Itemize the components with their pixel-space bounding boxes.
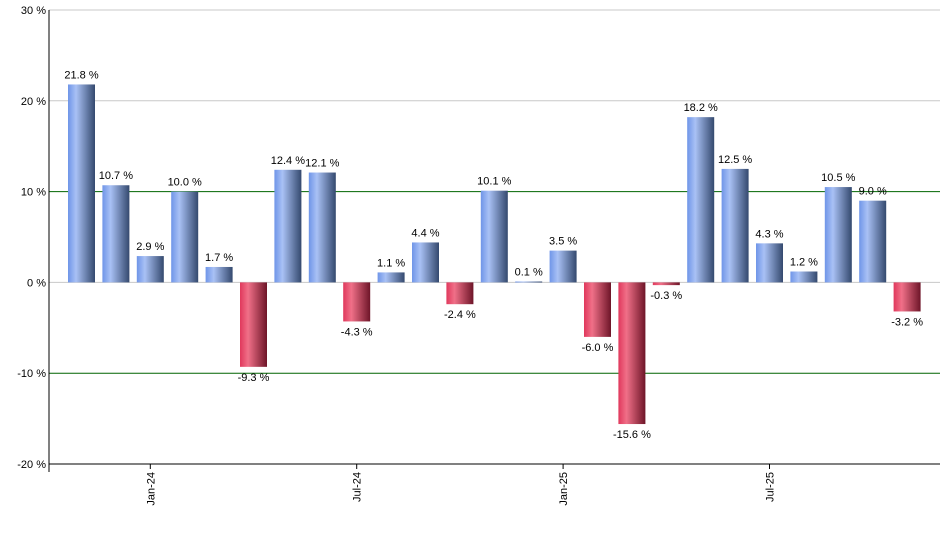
bar-Mar-25 (618, 282, 646, 425)
bar-May-24 (274, 169, 302, 283)
bar-Jan-25 (549, 250, 577, 283)
data-label: 12.1 % (305, 158, 339, 170)
bar-Jul-25 (756, 243, 783, 283)
bar-May-25 (687, 117, 715, 283)
x-tick-label: Jan-25 (558, 472, 570, 506)
data-label: 4.4 % (411, 227, 439, 239)
x-tick-label: Jul-25 (765, 472, 777, 502)
bar-Oct-25 (859, 200, 887, 283)
data-label: -4.3 % (341, 326, 373, 338)
data-label: 10.5 % (821, 172, 855, 184)
axes: 30 % 20 % 10 % 0 % -10 % -20 % Jan-24 Jul-24 Jan… (17, 5, 940, 506)
bar-Oct-24 (446, 282, 474, 305)
data-label: 1.2 % (790, 257, 818, 269)
data-label: 10.0 % (168, 177, 202, 189)
data-label: 9.0 % (859, 186, 887, 198)
data-label: -9.3 % (238, 372, 270, 384)
bar-Jul-24 (343, 282, 371, 322)
data-label: -15.6 % (613, 429, 651, 441)
bar-Dec-24 (515, 281, 543, 283)
data-label: -3.2 % (891, 316, 923, 328)
x-tick-label: Jan-24 (145, 472, 157, 506)
data-label: -2.4 % (444, 309, 476, 321)
bar-Aug-24 (377, 272, 405, 283)
data-label: 1.7 % (205, 252, 233, 264)
data-label: 2.9 % (136, 241, 164, 253)
y-tick-label: 30 % (21, 5, 46, 17)
y-tick-label: -10 % (17, 368, 46, 380)
bar-Feb-25 (584, 282, 611, 337)
bar-Dec-23 (102, 185, 130, 283)
bar-Nov-23 (68, 84, 95, 283)
data-label: 0.1 % (515, 266, 543, 278)
bar-Sep-25 (824, 187, 852, 283)
data-label: -0.3 % (650, 290, 682, 302)
bar-Jun-24 (308, 172, 336, 283)
data-labels: 21.8 % 10.7 % 2.9 % 10.0 % 1.7 % -9.3 % 12.4 %… (64, 69, 923, 441)
y-tick-label: 20 % (21, 96, 46, 108)
y-tick-label: 10 % (21, 187, 46, 199)
bars (68, 84, 921, 425)
data-label: 1.1 % (377, 257, 405, 269)
data-label: 10.7 % (99, 170, 133, 182)
bar-Jan-24 (136, 256, 164, 283)
data-label: 10.1 % (477, 176, 511, 188)
bar-Feb-24 (171, 191, 199, 283)
data-label: 3.5 % (549, 236, 577, 248)
data-label: 12.5 % (718, 154, 752, 166)
data-label: 4.3 % (755, 228, 783, 240)
data-label: 18.2 % (684, 102, 718, 114)
bar-Nov-24 (480, 190, 508, 283)
y-tick-label: 0 % (27, 277, 46, 289)
data-label: -6.0 % (582, 342, 614, 354)
bar-Mar-24 (205, 266, 233, 283)
data-label: 12.4 % (271, 155, 305, 167)
bar-Jun-25 (721, 168, 749, 283)
x-tick-label: Jul-24 (352, 472, 364, 502)
bar-Nov-25 (893, 282, 921, 312)
y-tick-label: -20 % (17, 459, 46, 471)
bar-Apr-24 (240, 282, 267, 367)
bar-Sep-24 (412, 242, 439, 283)
bar-Apr-25 (652, 282, 680, 286)
data-label: 21.8 % (64, 69, 98, 81)
bar-Aug-25 (790, 271, 818, 283)
